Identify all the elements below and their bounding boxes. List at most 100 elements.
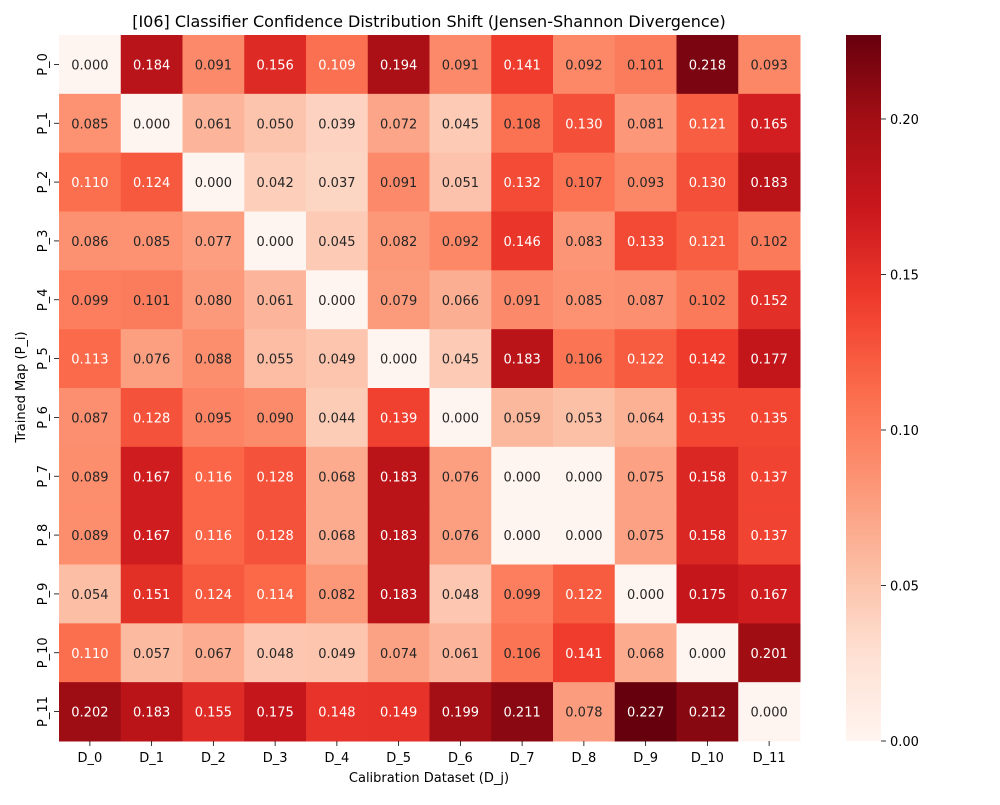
x-axis-ticks: D_0 D_1 D_2 D_3 D_4 D_5 D_6 D_7 D_8 D_9 D_10 D_11: [77, 741, 786, 766]
heatmap-cell: [367, 152, 430, 212]
heatmap-cell: [306, 623, 369, 683]
heatmap-cell: [120, 446, 183, 507]
heatmap-cell: [614, 270, 677, 330]
cell-value-label: 0.202: [71, 706, 108, 721]
cell-value-label: 0.183: [380, 529, 417, 544]
cell-value-label: 0.133: [627, 235, 664, 250]
cell-value-label: 0.051: [442, 176, 479, 191]
y-tick-label: P_2: [36, 171, 51, 194]
cell-value-label: 0.082: [318, 588, 355, 603]
heatmap-cell: [244, 329, 307, 389]
y-tick-label: P_1: [36, 112, 51, 135]
cell-value-label: 0.093: [751, 58, 788, 73]
cell-value-label: 0.088: [195, 353, 232, 368]
cell-value-label: 0.078: [565, 706, 602, 721]
heatmap-cell: [244, 446, 307, 507]
cell-value-label: 0.000: [751, 706, 788, 721]
colorbar-tick-label: 0.10: [890, 424, 919, 439]
cell-value-label: 0.102: [751, 235, 788, 250]
cell-value-label: 0.000: [318, 294, 355, 309]
heatmap-cell: [676, 329, 739, 389]
cell-value-label: 0.101: [133, 294, 170, 309]
cell-value-label: 0.000: [380, 353, 417, 368]
cell-value-label: 0.156: [257, 58, 294, 73]
heatmap-cell: [306, 446, 369, 507]
cell-value-label: 0.075: [627, 470, 664, 485]
cell-value-label: 0.093: [627, 176, 664, 191]
x-tick-label: D_10: [691, 751, 724, 766]
cell-value-label: 0.122: [565, 588, 602, 603]
heatmap-cell: [614, 93, 677, 154]
heatmap-cell: [120, 564, 183, 624]
cell-value-label: 0.108: [504, 117, 541, 132]
cell-value-label: 0.000: [133, 117, 170, 132]
cell-value-label: 0.141: [565, 647, 602, 662]
cell-value-label: 0.110: [71, 647, 108, 662]
cell-value-label: 0.137: [751, 529, 788, 544]
cell-value-label: 0.000: [504, 529, 541, 544]
heatmap-cell: [491, 564, 554, 624]
heatmap-cell: [59, 211, 122, 271]
cell-value-label: 0.177: [751, 353, 788, 368]
y-tick-label: P_9: [36, 583, 51, 606]
heatmap-cell: [491, 270, 554, 330]
cell-value-label: 0.175: [257, 706, 294, 721]
cell-value-label: 0.000: [71, 58, 108, 73]
heatmap-cell: [306, 564, 369, 624]
x-tick-label: D_2: [201, 751, 226, 766]
heatmap-cell: [367, 623, 430, 683]
heatmap-cell: [182, 93, 245, 154]
heatmap-cell: [367, 505, 430, 565]
heatmap-cell: [491, 152, 554, 212]
y-tick-label: P_3: [36, 230, 51, 253]
cell-value-label: 0.141: [504, 58, 541, 73]
heatmap-cell: [491, 211, 554, 271]
heatmap-cell: [182, 388, 245, 448]
cell-value-label: 0.000: [504, 470, 541, 485]
cell-value-label: 0.158: [689, 470, 726, 485]
cell-value-label: 0.130: [565, 117, 602, 132]
cell-value-label: 0.148: [318, 706, 355, 721]
cell-value-label: 0.137: [751, 470, 788, 485]
heatmap-cell: [120, 505, 183, 565]
heatmap-cell: [244, 93, 307, 154]
cell-value-label: 0.085: [133, 235, 170, 250]
heatmap-cell: [429, 505, 492, 565]
heatmap-cell: [676, 152, 739, 212]
heatmap-cell: [182, 446, 245, 507]
x-tick-label: D_9: [633, 751, 658, 766]
heatmap-cell: [676, 623, 739, 683]
heatmap-cell: [614, 211, 677, 271]
cell-value-label: 0.067: [195, 647, 232, 662]
cell-value-label: 0.059: [504, 411, 541, 426]
cell-value-label: 0.106: [565, 353, 602, 368]
heatmap-cell: [614, 152, 677, 212]
cell-value-label: 0.087: [71, 411, 108, 426]
cell-value-label: 0.091: [195, 58, 232, 73]
heatmap-cell: [429, 152, 492, 212]
heatmap-cell: [120, 211, 183, 271]
heatmap-cell: [367, 329, 430, 389]
cell-value-label: 0.167: [751, 588, 788, 603]
cell-value-label: 0.045: [442, 117, 479, 132]
cell-value-label: 0.102: [689, 294, 726, 309]
cell-value-label: 0.212: [689, 706, 726, 721]
heatmap-cell: [120, 93, 183, 154]
cell-value-label: 0.000: [689, 647, 726, 662]
cell-value-label: 0.142: [689, 353, 726, 368]
heatmap-cell: [244, 35, 307, 95]
cell-value-label: 0.121: [689, 235, 726, 250]
cell-value-label: 0.087: [627, 294, 664, 309]
heatmap-cell: [553, 270, 616, 330]
colorbar-tick-label: 0.00: [890, 735, 919, 750]
heatmap-cell: [676, 682, 739, 742]
heatmap-cell: [429, 211, 492, 271]
cell-value-label: 0.039: [318, 117, 355, 132]
heatmap-cell: [676, 35, 739, 95]
cell-value-label: 0.227: [627, 706, 664, 721]
heatmap-cell: [429, 270, 492, 330]
heatmap-cell: [182, 505, 245, 565]
cell-value-label: 0.066: [442, 294, 479, 309]
cell-value-label: 0.183: [133, 706, 170, 721]
